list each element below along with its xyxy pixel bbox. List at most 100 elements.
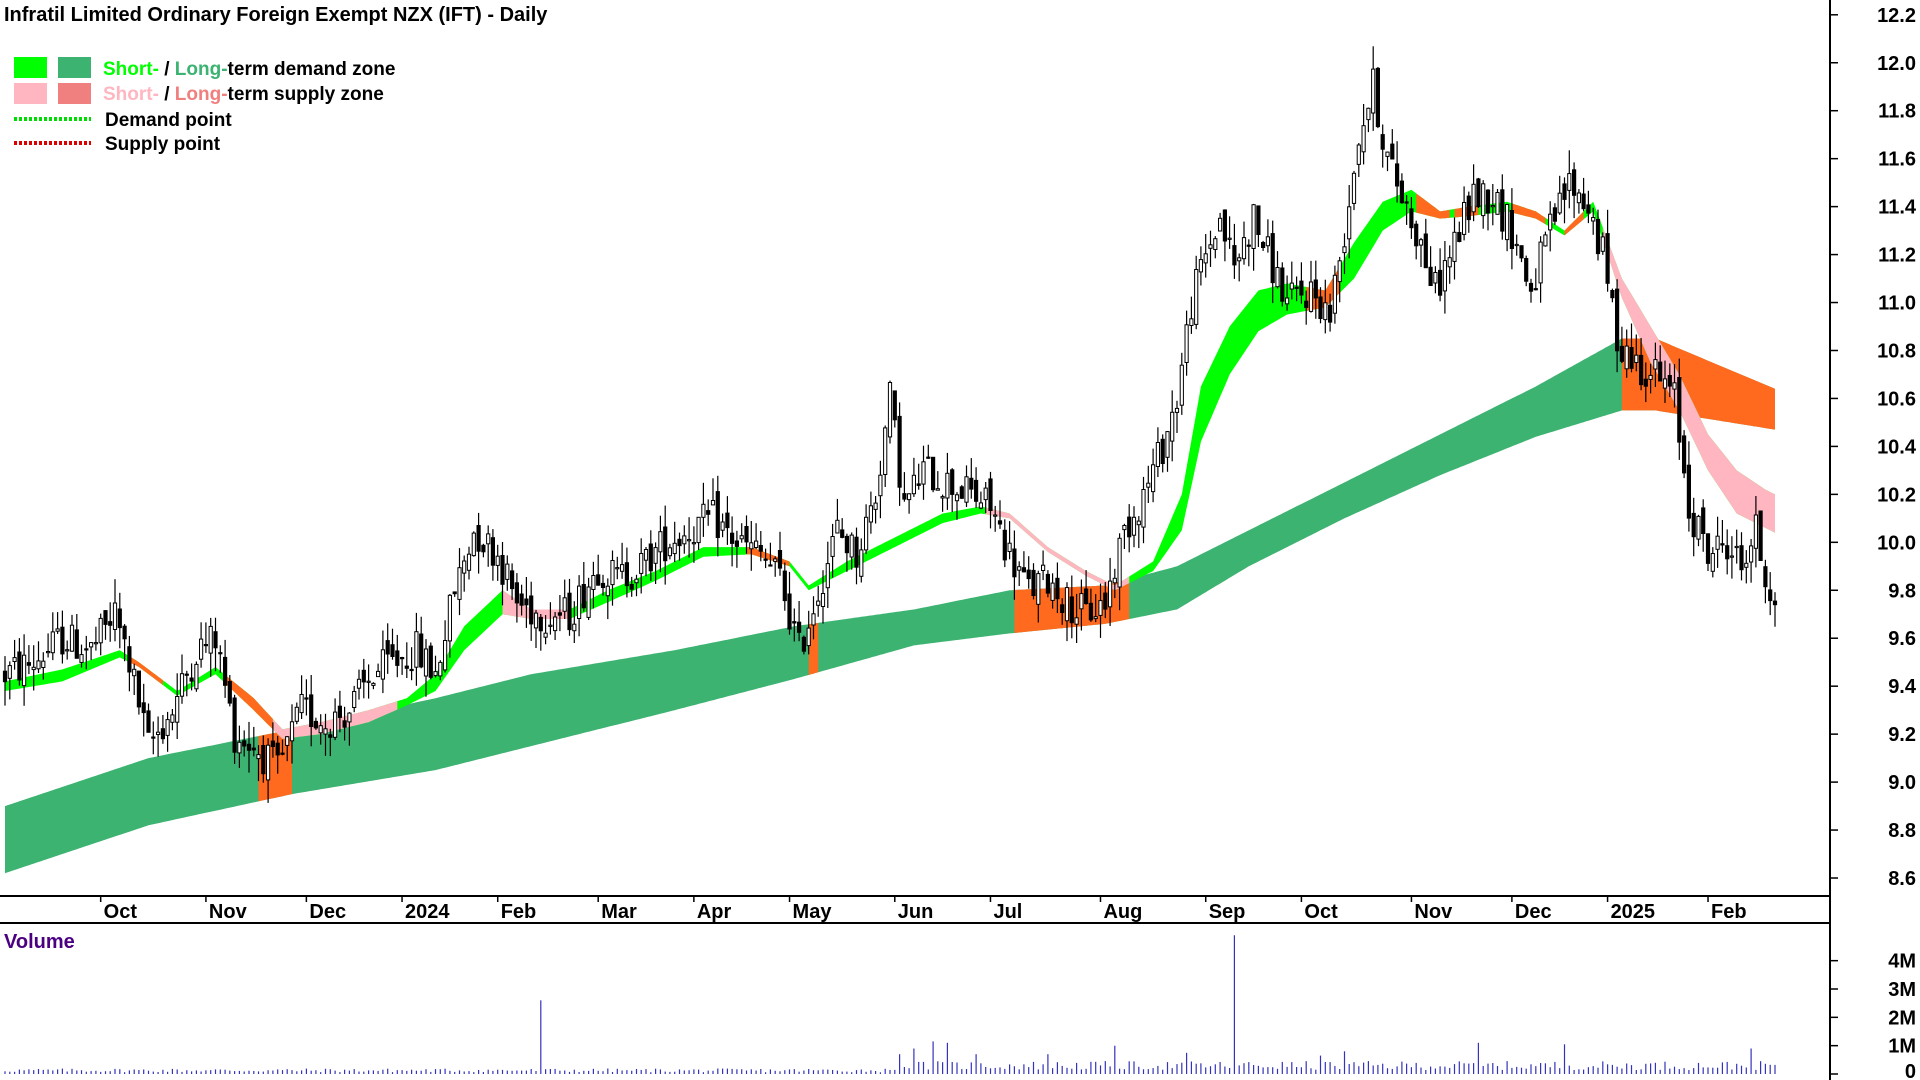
candle-body [117, 608, 122, 629]
candle-body [883, 427, 888, 475]
candle-body [1490, 205, 1495, 208]
candle-body [835, 519, 840, 534]
candle-body [1552, 207, 1558, 222]
candle-body [380, 649, 385, 680]
candle-body [65, 649, 70, 652]
y-tick-label: 11.0 [1878, 293, 1916, 315]
candle-body [218, 652, 223, 655]
candle-body [954, 494, 960, 502]
candle-body [1725, 545, 1730, 560]
candle-body [935, 488, 940, 491]
candle-body [710, 500, 716, 506]
candle-body [26, 662, 31, 666]
candle-body [911, 474, 916, 495]
candle-body [1275, 267, 1280, 288]
candle-body [591, 575, 596, 590]
candle-body [1261, 242, 1266, 248]
candle-body [696, 516, 701, 544]
y-tick-label: 8.8 [1888, 820, 1916, 842]
legend-demand-point: Demand point [105, 110, 232, 131]
candle-body [232, 697, 237, 753]
candle-body [1055, 577, 1060, 600]
candle-body [156, 731, 161, 736]
candle-body [648, 543, 653, 572]
candle-body [184, 673, 189, 676]
candle-body [390, 644, 395, 658]
candle-body [462, 560, 467, 574]
x-tick-label: Oct [1304, 901, 1338, 923]
candle-body [567, 592, 572, 631]
candle-body [423, 648, 429, 677]
candle-body [586, 586, 591, 618]
candle-body [1347, 206, 1352, 240]
candle-body [1356, 144, 1361, 165]
candle-body [1036, 573, 1041, 605]
candle-body [773, 558, 778, 562]
candle-body [1586, 204, 1591, 214]
candle-body [553, 616, 558, 632]
candle-body [1701, 507, 1706, 534]
candle-body [1677, 377, 1682, 443]
candle-body [12, 657, 17, 662]
x-tick-label: 2024 [405, 901, 450, 923]
candle-body [1093, 616, 1098, 620]
candle-body [275, 742, 280, 756]
x-tick-label: Jun [898, 901, 934, 923]
candle-body [600, 582, 606, 589]
candle-body [1418, 239, 1424, 246]
candle-body [447, 594, 452, 642]
candle-body [84, 648, 89, 651]
candle-body [1758, 510, 1763, 561]
candle-body [1112, 577, 1117, 584]
candle-body [208, 625, 213, 654]
short-term-zone-supply-segment [1564, 211, 1584, 236]
candle-body [1371, 68, 1376, 114]
y-tick-label: 10.6 [1877, 388, 1916, 410]
legend-supply-zone: Short- / Long-term supply zone [103, 84, 384, 105]
candle-body [792, 621, 797, 624]
candle-body [1423, 233, 1428, 269]
long-term-zone-supply-segment [808, 622, 819, 675]
candle-body [170, 714, 175, 723]
candle-body [639, 553, 644, 574]
candle-body [514, 582, 519, 604]
candle-body [22, 654, 27, 687]
candle-body [299, 694, 304, 714]
candle-body [1538, 241, 1543, 284]
y-tick-label: 10.4 [1877, 436, 1917, 458]
candle-body [1026, 569, 1031, 580]
volume-tick-label: 1M [1888, 1036, 1916, 1058]
candle-body [687, 539, 692, 542]
x-tick-label: Nov [1414, 901, 1453, 923]
x-tick-label: Apr [697, 901, 732, 923]
candle-body [1720, 543, 1725, 546]
candle-body [270, 740, 275, 747]
candle-body [1672, 382, 1677, 390]
candle-body [1127, 516, 1132, 538]
candle-body [356, 678, 362, 689]
y-tick-label: 11.4 [1878, 197, 1917, 219]
candle-body [653, 547, 658, 564]
candle-body [510, 570, 515, 590]
candle-body [1342, 246, 1347, 254]
candle-body [1256, 205, 1261, 235]
candle-body [1237, 257, 1242, 262]
candle-body [1146, 482, 1151, 488]
candle-body [242, 740, 247, 747]
candle-body [1457, 232, 1462, 242]
candle-body [706, 510, 711, 515]
candle-body [1021, 567, 1026, 573]
candle-body [136, 670, 142, 708]
legend-supply-point: Supply point [105, 134, 221, 155]
candle-body [1160, 438, 1165, 464]
candle-body [328, 734, 333, 738]
candle-body [414, 631, 419, 668]
candle-body [280, 752, 285, 755]
candle-body [615, 567, 620, 570]
candle-body [476, 525, 481, 552]
candle-body [768, 564, 773, 567]
candle-body [1476, 178, 1481, 208]
candle-body [1505, 204, 1510, 241]
candle-body [1562, 183, 1567, 200]
